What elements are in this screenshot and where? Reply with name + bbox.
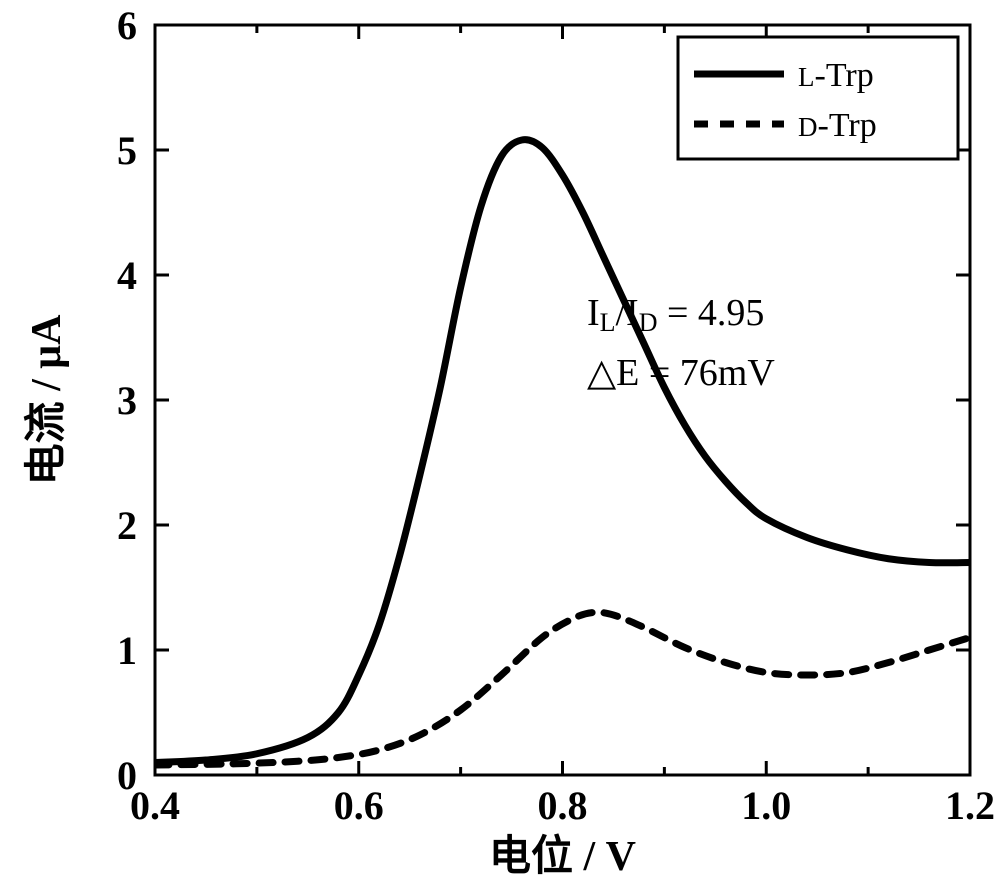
y-tick-label: 3 <box>117 378 137 423</box>
legend-label: L-Trp <box>798 57 874 94</box>
legend: L-Trp D-Trp <box>678 37 958 159</box>
y-tick-label: 6 <box>117 3 137 48</box>
y-tick-label: 1 <box>117 628 137 673</box>
x-tick-label: 0.4 <box>130 783 180 828</box>
x-tick-label: 1.2 <box>945 783 995 828</box>
x-tick-label: 1.0 <box>741 783 791 828</box>
voltammogram-figure: 0.4 0.6 0.8 1.0 1.2 0 1 2 3 4 5 6 电位 / V 电流 / μA L-Trp… <box>0 0 1000 888</box>
y-axis-label: 电流 / μA <box>23 314 70 485</box>
legend-label: D-Trp <box>798 107 877 144</box>
y-tick-label: 5 <box>117 128 137 173</box>
y-tick-label: 4 <box>117 253 137 298</box>
plot-svg: 0.4 0.6 0.8 1.0 1.2 0 1 2 3 4 5 6 电位 / V 电流 / μA L-Trp… <box>0 0 1000 888</box>
x-tick-label: 0.6 <box>334 783 384 828</box>
annotation-1: △E = 76mV <box>587 352 775 394</box>
y-tick-label: 2 <box>117 503 137 548</box>
y-tick-label: 0 <box>117 753 137 798</box>
x-axis-label: 电位 / V <box>489 833 636 880</box>
x-tick-label: 0.8 <box>538 783 588 828</box>
